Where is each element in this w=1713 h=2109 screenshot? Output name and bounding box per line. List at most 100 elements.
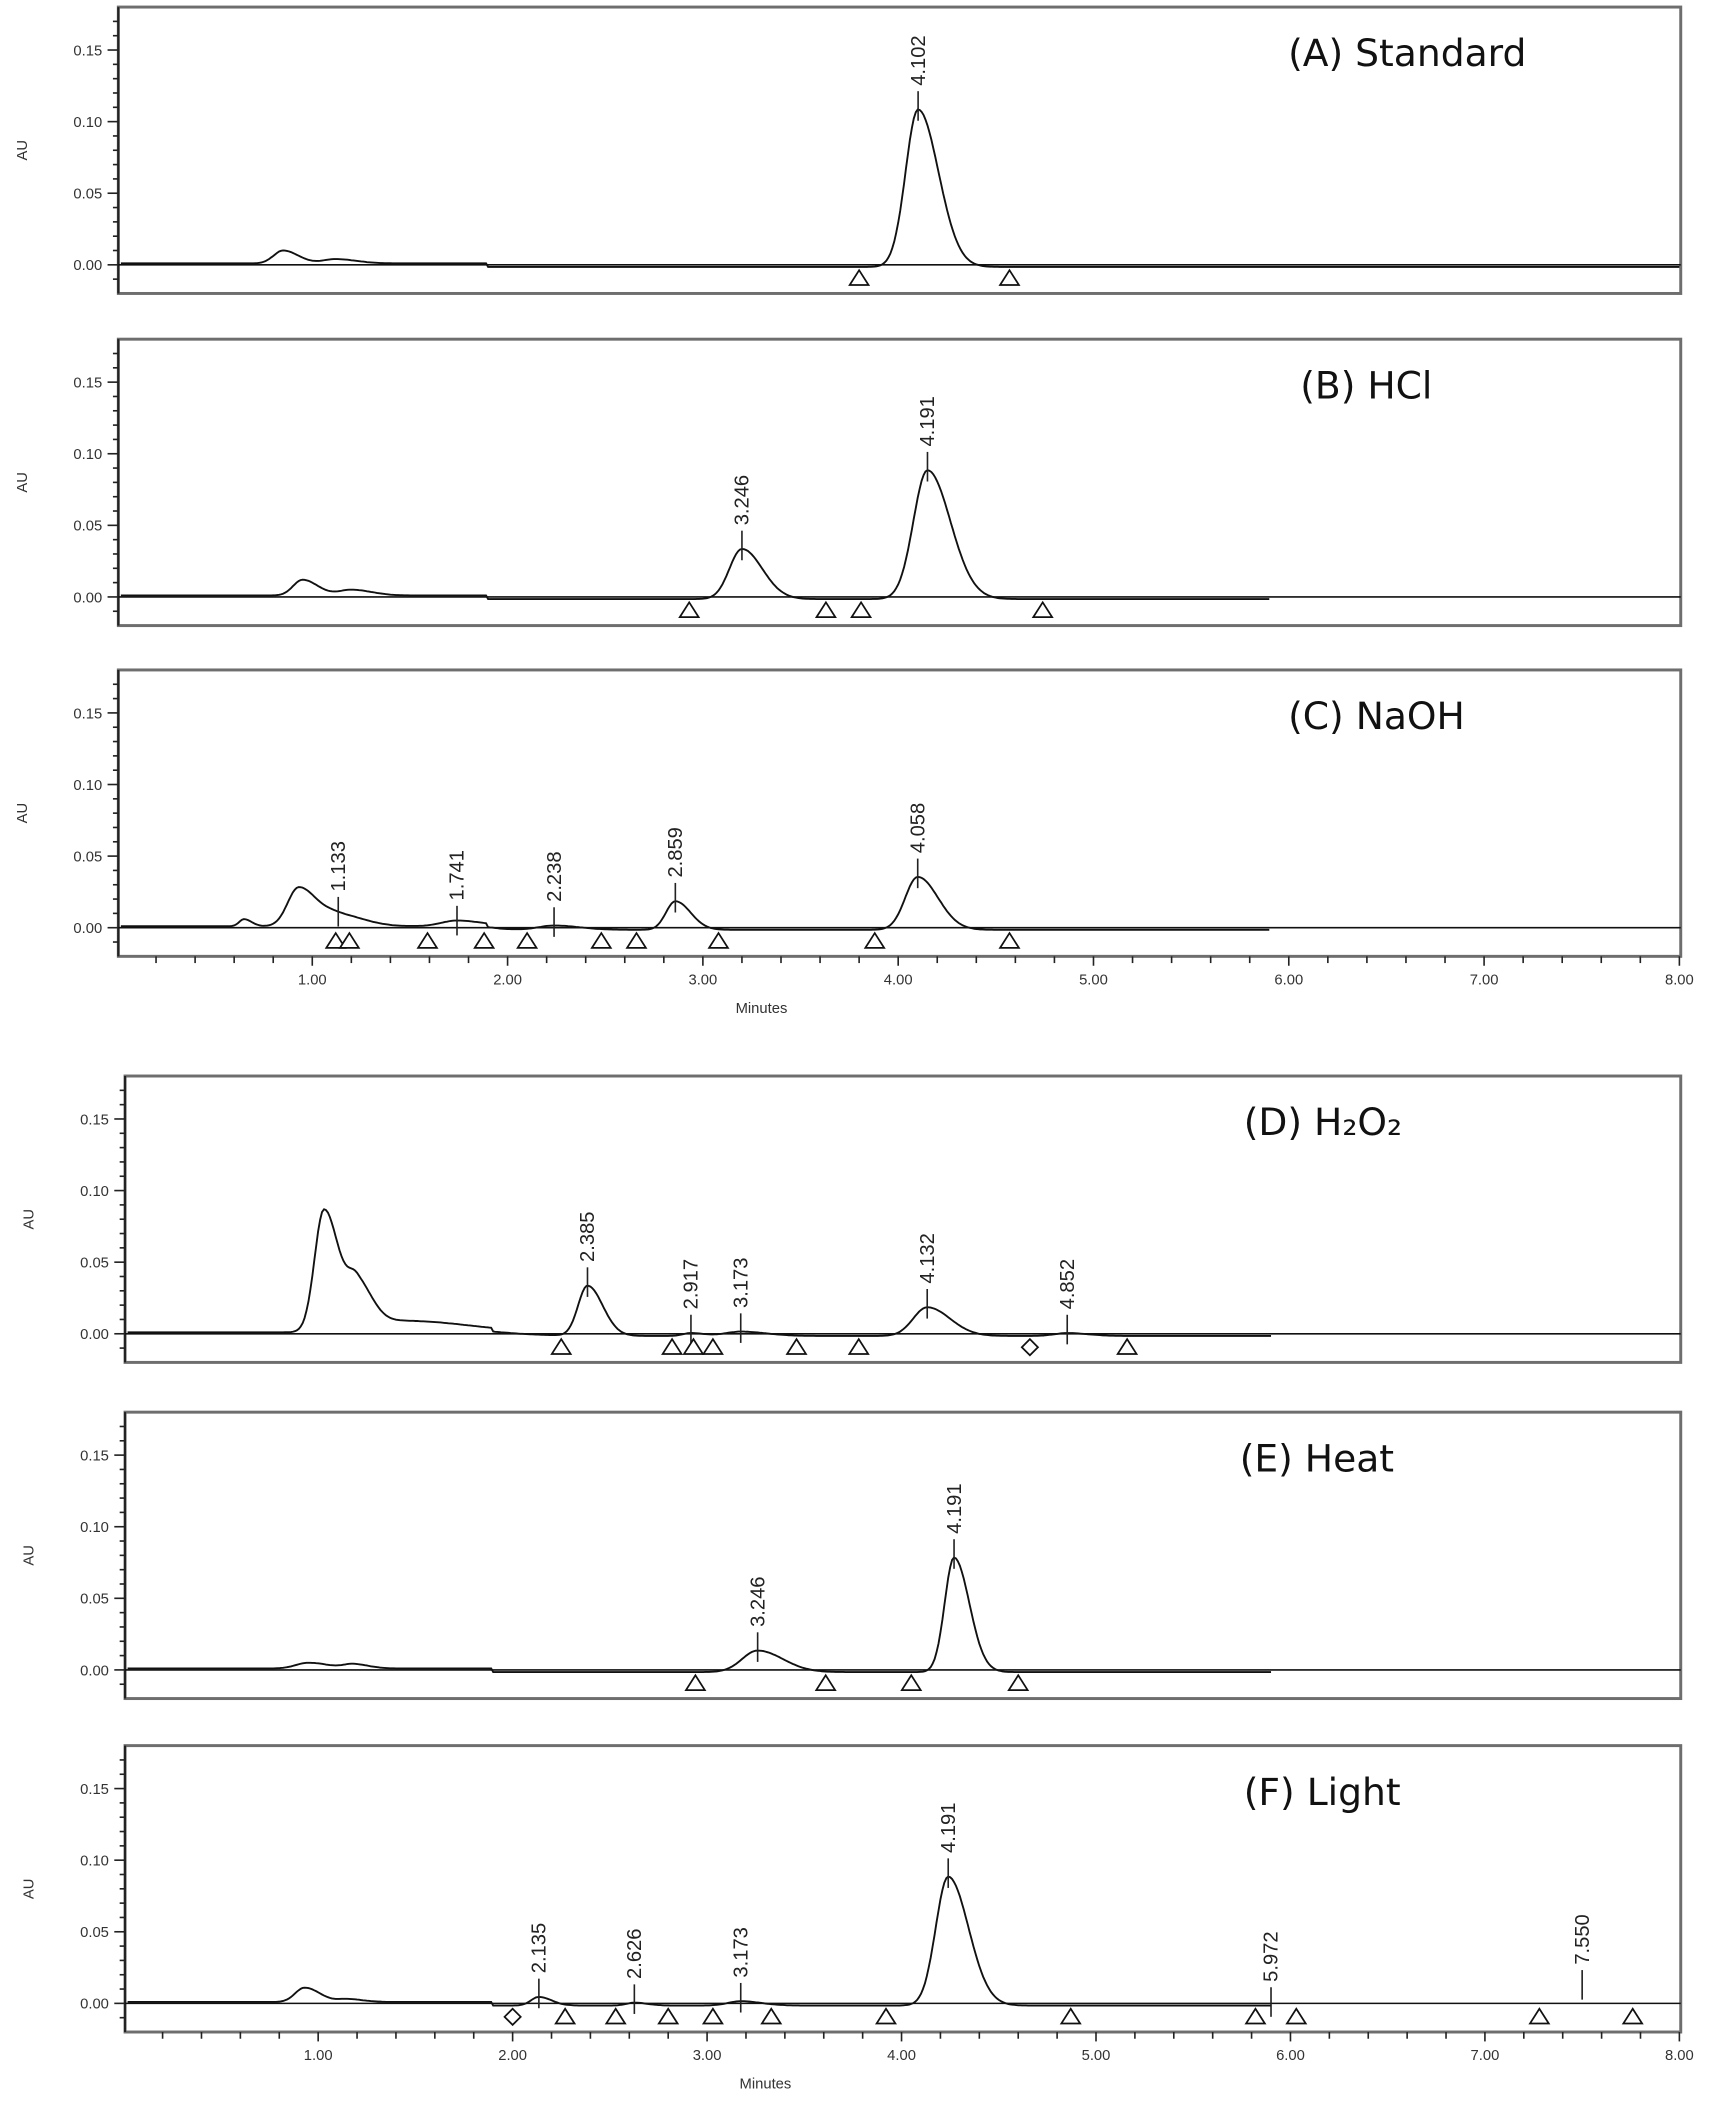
x-tick-label: 7.00 [1471,2048,1500,2064]
peak-label: 2.135 [529,1923,551,1973]
y-axis-label: AU [15,803,31,824]
chromatogram-trace [120,875,1270,931]
x-tick-label: 6.00 [1274,973,1303,989]
chromatogram-trace [127,1875,1272,2007]
y-tick-label: 0.05 [73,849,102,865]
y-tick-label: 0.15 [80,1112,109,1128]
integration-start-end-marker [814,1673,837,1691]
integration-start-end-marker [785,1337,808,1355]
y-tick-label: 0.15 [80,1448,109,1464]
peak-label: 3.246 [732,475,754,525]
peak-label: 4.102 [908,35,930,85]
chromatogram-trace [120,108,1680,268]
chart-panel-d: 0.00 0.05 0.10 0.15 AU 2.385 2.917 3.173 4.132 4.… [22,1074,1683,1364]
y-tick-label: 0.15 [80,1782,109,1798]
x-tick-label: 2.00 [493,973,522,989]
peak-label: 2.238 [544,851,566,901]
peak-label: 1.741 [447,850,469,900]
x-tick-label: 5.00 [1082,2048,1111,2064]
integration-start-end-marker [874,2007,897,2025]
y-tick-label: 0.10 [73,115,102,131]
integration-start-end-marker [850,600,873,618]
integration-start-end-marker [1528,2007,1551,2025]
chromatogram-trace [120,469,1270,601]
peak-label: 7.550 [1572,1914,1594,1964]
integration-start-end-marker [661,1337,684,1355]
y-tick-label: 0.00 [73,921,102,937]
chart-title: (A) Standard [1288,31,1526,75]
chromatogram-trace [127,1208,1272,1337]
integration-start-end-marker [416,931,439,949]
integration-start-end-marker [473,931,496,949]
x-tick-label: 8.00 [1665,973,1694,989]
x-tick-label: 2.00 [498,2048,527,2064]
integration-start-end-marker [863,931,886,949]
integration-start-end-marker [678,600,701,618]
y-tick-label: 0.10 [80,1184,109,1200]
chart-title: (C) NaOH [1288,694,1465,738]
y-axis-label: AU [22,1209,38,1230]
integration-start-end-marker [814,600,837,618]
peak-label: 4.191 [938,1803,960,1853]
y-tick-label: 0.00 [73,258,102,274]
y-tick-label: 0.15 [73,706,102,722]
integration-start-end-marker [516,931,539,949]
peak-label: 3.173 [730,1927,752,1977]
y-axis-label: AU [15,472,31,493]
x-tick-label: 8.00 [1665,2048,1694,2064]
chart-panel-c: 0.00 0.05 0.10 0.15 AU 1.00 2.00 3.00 4.00 5.00 6.… [15,668,1694,1017]
x-axis-label: Minutes [740,2076,792,2092]
x-tick-label: 4.00 [887,2048,916,2064]
plot-frame [123,1744,1683,2034]
integration-start-end-marker [847,1337,870,1355]
integration-start-end-marker [1285,2007,1308,2025]
peak-label: 4.191 [944,1483,966,1533]
chart-panel-e: 0.00 0.05 0.10 0.15 AU 3.246 4.191 (E) Heat [22,1410,1683,1701]
chromatogram-trace [127,1556,1272,1674]
integration-start-end-marker [760,2007,783,2025]
integration-start-end-marker [1116,1337,1139,1355]
integration-drop-marker [1020,1337,1040,1357]
integration-start-end-marker [324,931,347,949]
chart-panel-f: 0.00 0.05 0.10 0.15 AU 1.00 2.00 3.00 4.00 5.00 6.… [22,1744,1694,2092]
integration-start-end-marker [701,2007,724,2025]
x-tick-label: 3.00 [693,2048,722,2064]
y-axis-label: AU [15,140,31,161]
y-tick-label: 0.05 [80,1592,109,1608]
integration-start-end-marker [998,268,1021,286]
peak-label: 1.133 [328,841,350,891]
y-tick-label: 0.15 [73,43,102,59]
integration-start-end-marker [604,2007,627,2025]
chart-panel-b: 0.00 0.05 0.10 0.15 AU 3.246 4.191 (B) HCl [15,337,1683,628]
x-tick-label: 1.00 [304,2048,333,2064]
x-tick-label: 5.00 [1079,973,1108,989]
x-tick-label: 4.00 [884,973,913,989]
y-tick-label: 0.05 [73,187,102,203]
peak-label: 2.385 [577,1212,599,1262]
plot-frame [123,1410,1683,1701]
x-tick-label: 7.00 [1470,973,1499,989]
integration-start-end-marker [998,931,1021,949]
chart-title: (F) Light [1244,1770,1401,1814]
integration-start-end-marker [682,1337,705,1355]
chart-title: (E) Heat [1240,1436,1394,1480]
y-tick-label: 0.10 [73,447,102,463]
y-tick-label: 0.10 [80,1520,109,1536]
integration-start-end-marker [550,1337,573,1355]
plot-frame [123,1074,1683,1364]
y-tick-label: 0.05 [80,1256,109,1272]
peak-label: 4.058 [907,803,929,853]
peak-label: 2.626 [624,1929,646,1979]
integration-start-end-marker [684,1673,707,1691]
y-axis-label: AU [22,1879,38,1900]
peak-label: 2.859 [665,827,687,877]
y-axis-label: AU [22,1545,38,1566]
x-axis-label: Minutes [736,1001,788,1017]
integration-start-end-marker [900,1673,923,1691]
peak-label: 3.246 [747,1576,769,1626]
y-tick-label: 0.00 [80,1663,109,1679]
y-tick-label: 0.10 [73,778,102,794]
chart-panel-a: 0.00 0.05 0.10 0.15 AU 4.102 (A) Standard [15,5,1683,295]
integration-start-end-marker [590,931,613,949]
